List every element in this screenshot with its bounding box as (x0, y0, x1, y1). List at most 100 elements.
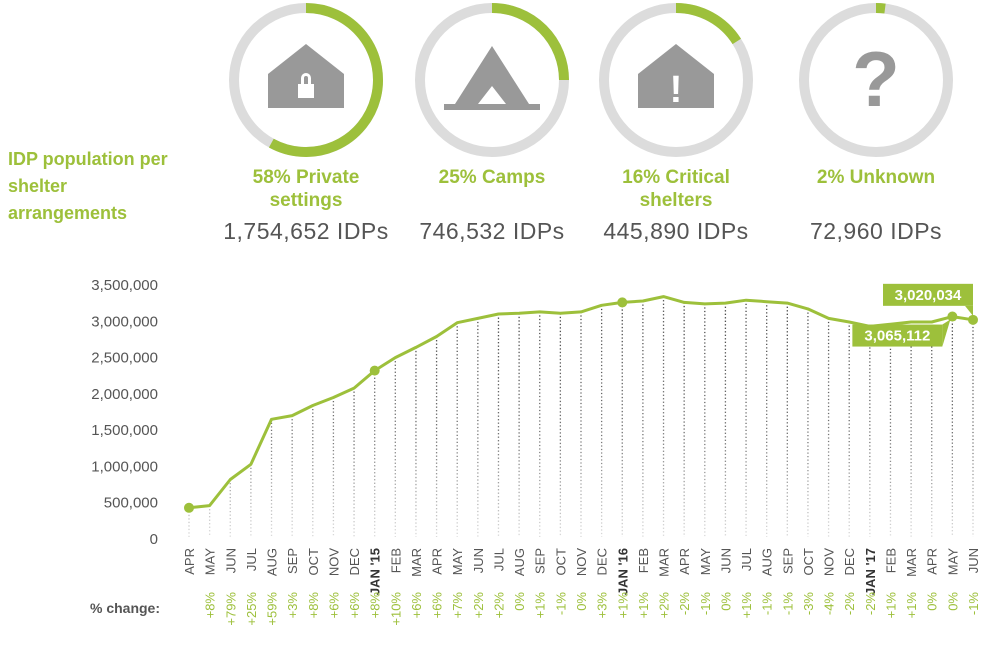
change-label: 0% (718, 592, 733, 611)
x-tick-label: MAY (945, 548, 960, 576)
x-tick-label: FEB (388, 548, 403, 573)
x-tick-label: OCT (801, 548, 816, 576)
x-tick-label: MAR (409, 548, 424, 577)
x-tick-label: APR (925, 548, 940, 575)
x-tick-label: AUG (760, 548, 775, 576)
change-label: +6% (347, 592, 362, 619)
x-tick-label: DEC (347, 548, 362, 575)
change-label: +2% (657, 592, 672, 619)
change-label: -1% (553, 592, 568, 616)
change-label: +3% (285, 592, 300, 619)
y-tick-label: 3,000,000 (91, 313, 158, 330)
x-tick-label: MAR (904, 548, 919, 577)
change-label: +1% (883, 592, 898, 619)
change-label: +59% (265, 592, 280, 626)
y-tick-label: 1,000,000 (91, 458, 158, 475)
x-tick-label: SEP (285, 548, 300, 574)
x-tick-label: JUL (739, 548, 754, 571)
callout-pointer (965, 305, 973, 316)
x-tick-label: OCT (553, 548, 568, 576)
shelter-idps: 445,890 IDPs (603, 218, 749, 244)
callout-box (883, 283, 973, 306)
change-label: +6% (326, 592, 341, 619)
x-tick-label: DEC (842, 548, 857, 575)
x-tick-label: OCT (306, 548, 321, 576)
x-tick-label: AUG (265, 548, 280, 576)
shelter-icon (638, 44, 714, 108)
change-label: 0% (925, 592, 940, 611)
x-tick-label: DEC (595, 548, 610, 575)
x-tick-label: APR (430, 548, 445, 575)
ring-arc (491, 3, 569, 81)
change-label: +8% (368, 592, 383, 619)
change-label: +8% (306, 592, 321, 619)
x-tick-label: MAY (698, 548, 713, 576)
x-tick-label: JUL (244, 548, 259, 571)
x-tick-label: JUN (223, 548, 238, 573)
change-label: -1% (698, 592, 713, 616)
change-label: +3% (595, 592, 610, 619)
change-label: +1% (739, 592, 754, 619)
ring-arc (875, 3, 886, 14)
x-tick-label: JAN '16 (615, 548, 630, 595)
x-tick-label: NOV (574, 548, 589, 577)
marker (369, 365, 380, 376)
change-label: -2% (677, 592, 692, 616)
change-label: +10% (388, 592, 403, 626)
y-tick-label: 2,500,000 (91, 350, 158, 367)
marker (184, 502, 194, 513)
icons: ! ? (268, 35, 900, 123)
change-label: -2% (842, 592, 857, 616)
change-label: +1% (636, 592, 651, 619)
change-label: -1% (760, 592, 775, 616)
y-tick-label: 3,500,000 (91, 277, 158, 294)
x-tick-label: MAY (450, 548, 465, 576)
x-tick-label: AUG (512, 548, 527, 576)
change-label: +2% (471, 592, 486, 619)
change-label: +25% (244, 592, 259, 626)
lock-icon (298, 73, 314, 98)
shelter-idps: 72,960 IDPs (809, 218, 943, 244)
x-tick-label: JUN (966, 548, 981, 573)
x-tick-label: SEP (780, 548, 795, 574)
x-tick-label: FEB (883, 548, 898, 573)
shelter-label: 58% Private settings (252, 167, 360, 211)
shelter-idps: 746,532 IDPs (419, 218, 565, 244)
y-tick-label: 1,500,000 (91, 422, 158, 439)
marker (947, 311, 958, 322)
change-label: 0% (512, 592, 527, 611)
x-tick-label: APR (677, 548, 692, 575)
ring-arc (675, 3, 742, 45)
change-label: +79% (223, 592, 238, 626)
change-label: -1% (966, 592, 981, 616)
change-label: 0% (945, 592, 960, 611)
x-tick-label: JAN '17 (863, 548, 878, 595)
title: IDP population per shelter arrangements (8, 149, 168, 223)
change-label: +7% (450, 592, 465, 619)
x-tick-label: NOV (326, 548, 341, 577)
shelter-label: 25% Camps (438, 167, 546, 188)
x-tick-label: MAY (203, 548, 218, 576)
x-tick-label: SEP (533, 548, 548, 574)
y-tick-label: 2,000,000 (91, 386, 158, 403)
change-label: +1% (904, 592, 919, 619)
change-label: 0% (574, 592, 589, 611)
x-tick-label: JUN (718, 548, 733, 573)
change-label: -3% (801, 592, 816, 616)
change-label: -2% (863, 592, 878, 616)
x-tick-label: JUL (491, 548, 506, 571)
x-tick-label: JAN '15 (368, 548, 383, 595)
change-label: +6% (409, 592, 424, 619)
callout-pointer (942, 319, 951, 347)
marker (617, 297, 628, 308)
change-label: +1% (533, 592, 548, 619)
line (188, 295, 974, 510)
callout-label: 3,065,112 (864, 328, 930, 345)
marker (968, 314, 978, 325)
question-icon: ? (852, 35, 900, 123)
y-tick-label: 500,000 (104, 495, 158, 512)
change-label: +6% (430, 592, 445, 619)
change-label: +2% (491, 592, 506, 619)
